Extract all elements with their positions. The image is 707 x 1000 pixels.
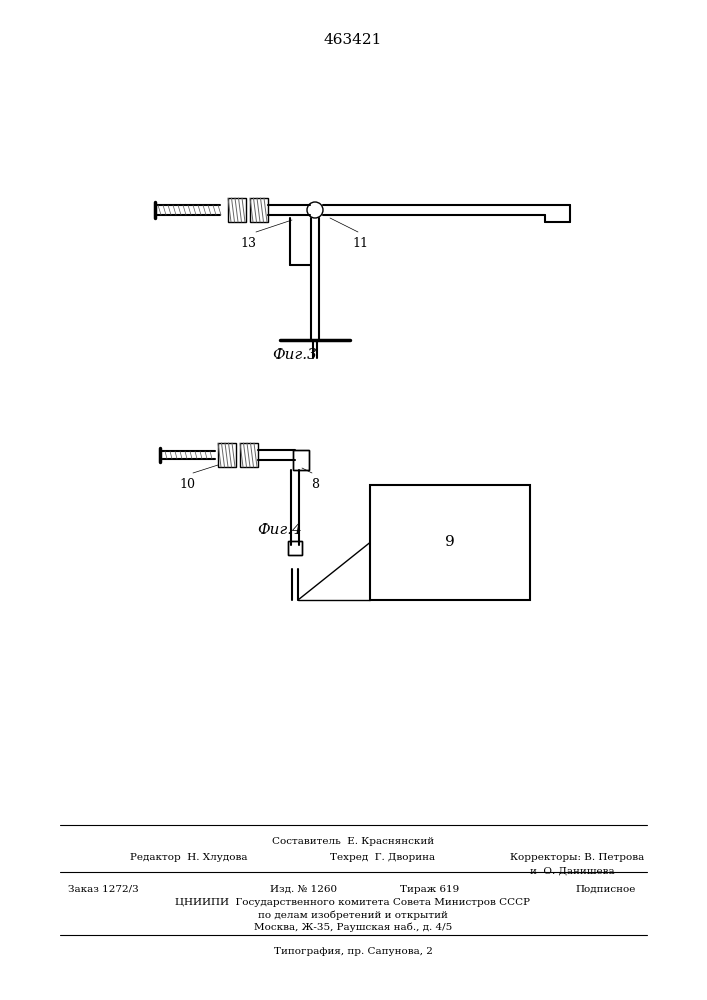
Bar [240,443,258,467]
Text: Типография, пр. Сапунова, 2: Типография, пр. Сапунова, 2 [274,947,433,956]
Text: 8: 8 [311,478,319,491]
Text: Составитель  Е. Краснянский: Составитель Е. Краснянский [272,837,434,846]
Text: Тираж 619: Тираж 619 [400,885,460,894]
Bar [250,198,268,222]
Text: Москва, Ж-35, Раушская наб., д. 4/5: Москва, Ж-35, Раушская наб., д. 4/5 [254,922,452,932]
Text: Фиг.3: Фиг.3 [273,348,317,362]
Bar [228,198,246,222]
Text: Техред  Г. Дворина: Техред Г. Дворина [330,853,435,862]
Text: Корректоры: В. Петрова: Корректоры: В. Петрова [510,853,644,862]
Text: Фиг.4: Фиг.4 [257,523,303,537]
Bar [293,450,309,470]
Bar [288,541,302,555]
Text: 13: 13 [240,237,256,250]
Text: по делам изобретений и открытий: по делам изобретений и открытий [258,910,448,920]
Text: Редактор  Н. Хлудова: Редактор Н. Хлудова [130,853,247,862]
Text: и  О. Данишева: и О. Данишева [530,867,614,876]
Text: ЦНИИПИ  Государственного комитета Совета Министров СССР: ЦНИИПИ Государственного комитета Совета … [175,898,530,907]
Text: Изд. № 1260: Изд. № 1260 [270,885,337,894]
Bar [293,450,309,470]
Text: Заказ 1272/3: Заказ 1272/3 [68,885,139,894]
Bar [288,541,302,555]
Bar [370,485,530,600]
Text: 463421: 463421 [324,33,382,47]
Text: 10: 10 [179,478,195,491]
Text: Подписное: Подписное [575,885,636,894]
Text: 9: 9 [445,536,455,550]
Bar [218,443,236,467]
Text: 11: 11 [352,237,368,250]
